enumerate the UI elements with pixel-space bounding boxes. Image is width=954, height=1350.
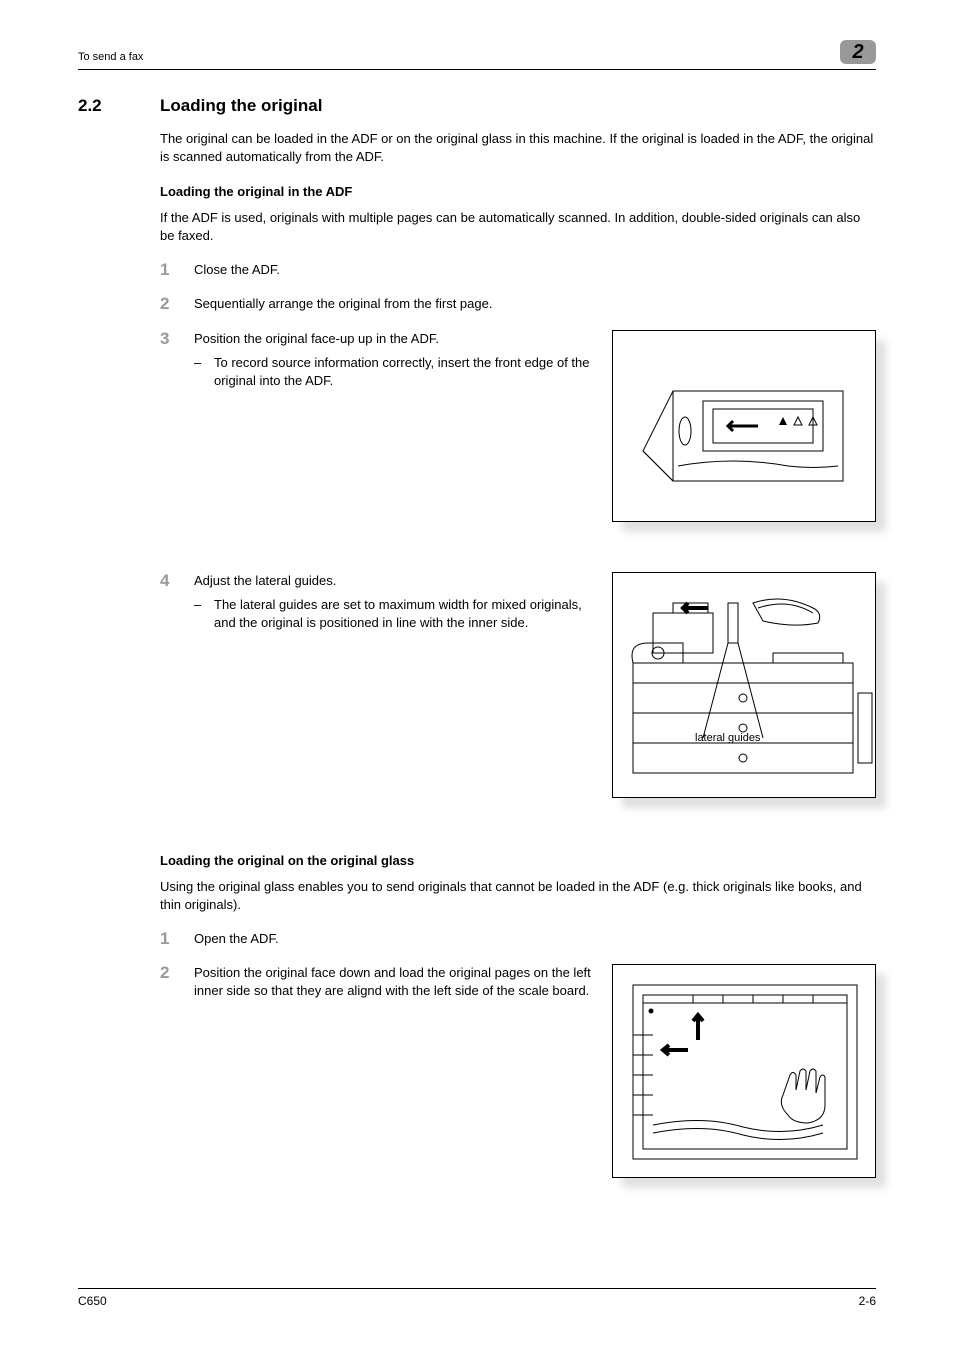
bullet-dash: –	[194, 354, 214, 390]
step-row: 1 Close the ADF.	[160, 261, 876, 279]
step-bullet-text: The lateral guides are set to maximum wi…	[214, 596, 594, 632]
bullet-dash: –	[194, 596, 214, 632]
chapter-badge: 2	[840, 40, 876, 64]
step-row: 2 Position the original face down and lo…	[160, 964, 876, 1178]
step-number: 2	[160, 295, 194, 312]
step-row: 4 Adjust the lateral guides. – The later…	[160, 572, 876, 798]
section-intro: The original can be loaded in the ADF or…	[160, 130, 876, 166]
step-number: 1	[160, 930, 194, 947]
step-text: Adjust the lateral guides.	[194, 572, 594, 590]
glass-heading: Loading the original on the original gla…	[160, 852, 876, 870]
chapter-number: 2	[852, 38, 863, 66]
adf-heading: Loading the original in the ADF	[160, 183, 876, 201]
footer-left: C650	[78, 1293, 107, 1310]
step-row: 2 Sequentially arrange the original from…	[160, 295, 876, 313]
step-text: Position the original face-up up in the …	[194, 330, 594, 348]
figure-adf-guides: lateral guides	[612, 572, 876, 798]
header-rule	[78, 69, 876, 70]
breadcrumb: To send a fax	[78, 40, 143, 65]
adf-intro: If the ADF is used, originals with multi…	[160, 209, 876, 245]
step-number: 4	[160, 572, 194, 633]
footer-rule	[78, 1288, 876, 1289]
figure-label: lateral guides	[695, 731, 760, 746]
step-text: Close the ADF.	[194, 261, 876, 279]
step-number: 1	[160, 261, 194, 278]
step-bullet-text: To record source information correctly, …	[214, 354, 594, 390]
step-number: 3	[160, 330, 194, 391]
figure-glass	[612, 964, 876, 1178]
step-text: Sequentially arrange the original from t…	[194, 295, 876, 313]
footer-right: 2-6	[859, 1293, 876, 1310]
figure-adf-paper	[612, 330, 876, 522]
section-title: Loading the original	[160, 94, 322, 118]
step-text: Open the ADF.	[194, 930, 876, 948]
step-row: 1 Open the ADF.	[160, 930, 876, 948]
step-number: 2	[160, 964, 194, 1000]
glass-intro: Using the original glass enables you to …	[160, 878, 876, 914]
step-text: Position the original face down and load…	[194, 964, 594, 1000]
step-row: 3 Position the original face-up up in th…	[160, 330, 876, 522]
section-number: 2.2	[78, 94, 160, 118]
